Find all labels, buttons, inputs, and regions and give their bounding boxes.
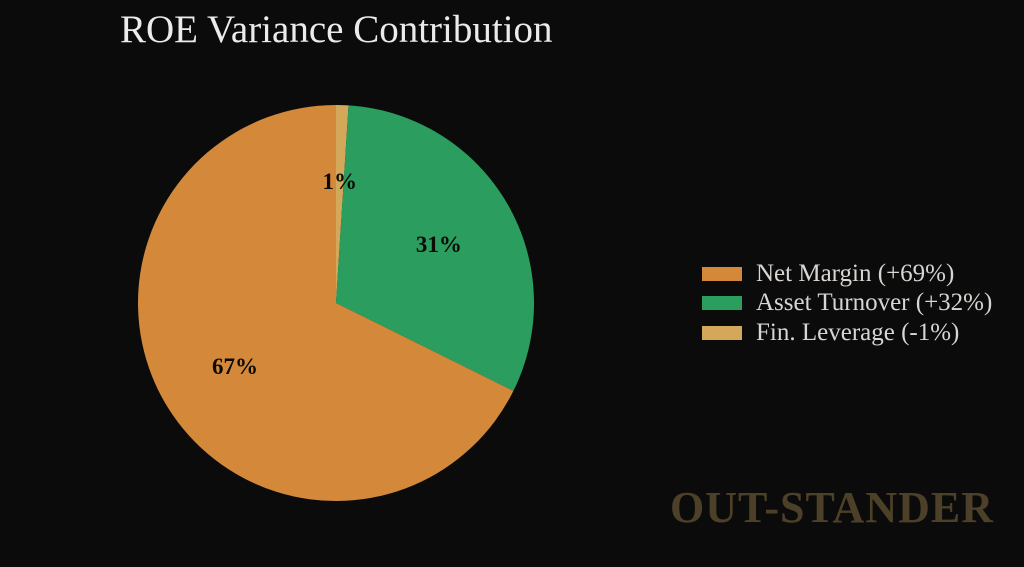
svg-text:1%: 1%	[323, 169, 358, 194]
svg-text:31%: 31%	[416, 232, 462, 257]
svg-text:67%: 67%	[212, 354, 258, 379]
